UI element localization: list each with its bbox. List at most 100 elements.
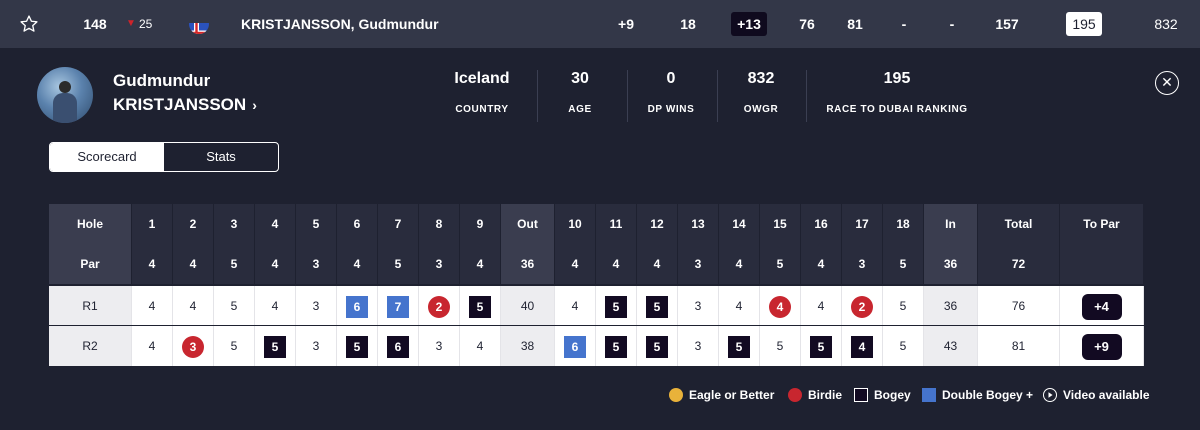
hole-score: 5 bbox=[596, 286, 637, 326]
to-par: +9 bbox=[618, 16, 634, 32]
hole-score: 4 bbox=[255, 286, 296, 326]
stat-age: 30 AGE bbox=[556, 70, 604, 115]
tab-stats[interactable]: Stats bbox=[206, 149, 236, 164]
divider bbox=[806, 70, 807, 122]
round-row-r2: R2 4 3 5 5 3 5 6 3 4 38 6 5 5 3 5 5 5 4 5 43 81 +9 bbox=[49, 325, 1149, 366]
total-score: 157 bbox=[995, 16, 1019, 32]
divider bbox=[717, 70, 718, 122]
hole-number: 2 bbox=[173, 204, 214, 244]
hole-number: 13 bbox=[678, 204, 719, 244]
close-icon[interactable]: ✕ bbox=[1155, 71, 1179, 95]
hole-score: 4 bbox=[719, 286, 760, 326]
today-score: +13 bbox=[731, 12, 767, 36]
stat-value: 832 bbox=[747, 70, 775, 87]
legend-label: Double Bogey + bbox=[942, 388, 1034, 402]
hole-score: 5 bbox=[719, 326, 760, 366]
hole-score: 5 bbox=[637, 286, 678, 326]
hole-score: 5 bbox=[801, 326, 842, 366]
legend-eagle: Eagle or Better bbox=[669, 387, 779, 403]
hole-score: 5 bbox=[214, 286, 255, 326]
hole-score: 4 bbox=[173, 286, 214, 326]
leaderboard-row[interactable]: 148 ▼ 25 KRISTJANSSON, Gudmundur +9 18 +… bbox=[0, 0, 1200, 48]
favorite-star-icon[interactable] bbox=[18, 0, 40, 48]
bogey-marker: 5 bbox=[810, 335, 832, 358]
divider bbox=[627, 70, 628, 122]
hole-score: 3 bbox=[678, 286, 719, 326]
bogey-marker: 6 bbox=[387, 335, 409, 358]
round-2-score: 81 bbox=[847, 16, 863, 32]
hole-label: Hole bbox=[49, 204, 132, 244]
hole-number: 18 bbox=[883, 204, 924, 244]
iceland-flag-icon bbox=[189, 14, 209, 34]
hole-score: 4 bbox=[555, 286, 596, 326]
hole-number: To Par bbox=[1060, 204, 1144, 244]
stat-value: Iceland bbox=[454, 70, 510, 87]
legend-label: Birdie bbox=[808, 388, 843, 402]
player-name[interactable]: KRISTJANSSON, Gudmundur bbox=[241, 16, 439, 32]
par-value: 4 bbox=[637, 244, 678, 284]
par-value: 4 bbox=[555, 244, 596, 284]
legend-bogey: Bogey bbox=[854, 387, 914, 403]
hole-score: 4 bbox=[132, 286, 173, 326]
round-label: R2 bbox=[49, 326, 132, 366]
hole-score: 3 bbox=[296, 326, 337, 366]
hole-score: 3 bbox=[173, 326, 214, 366]
hole-score: 2 bbox=[419, 286, 460, 326]
hole-score: 4 bbox=[460, 326, 501, 366]
hole-score: 3 bbox=[678, 326, 719, 366]
stat-label: DP WINS bbox=[647, 104, 695, 115]
hole-score: +9 bbox=[1060, 326, 1144, 366]
hole-score: 3 bbox=[296, 286, 337, 326]
hole-score: 3 bbox=[419, 326, 460, 366]
round-3-score: - bbox=[901, 16, 907, 32]
owgr: 832 bbox=[1154, 16, 1178, 32]
bogey-marker: 5 bbox=[346, 335, 368, 358]
double-bogey-swatch-icon bbox=[922, 388, 936, 402]
round-label: R1 bbox=[49, 286, 132, 326]
hole-score: 81 bbox=[978, 326, 1060, 366]
hole-score: 4 bbox=[132, 326, 173, 366]
player-profile-link[interactable]: KRISTJANSSON › bbox=[113, 95, 257, 115]
hole-score: 5 bbox=[337, 326, 378, 366]
thru: 18 bbox=[680, 16, 696, 32]
hole-number: Total bbox=[978, 204, 1060, 244]
round-1-score: 76 bbox=[799, 16, 815, 32]
tab-scorecard[interactable]: Scorecard bbox=[50, 143, 164, 171]
stat-country: Iceland COUNTRY bbox=[443, 70, 521, 115]
par-value: 4 bbox=[255, 244, 296, 284]
bogey-swatch-icon bbox=[854, 388, 868, 402]
hole-score: 5 bbox=[760, 326, 801, 366]
hole-number: 9 bbox=[460, 204, 501, 244]
hole-score: 6 bbox=[378, 326, 419, 366]
hole-number: 12 bbox=[637, 204, 678, 244]
hole-score: +4 bbox=[1060, 286, 1144, 326]
legend-video: Video available bbox=[1043, 387, 1151, 403]
bogey-marker: 5 bbox=[605, 295, 627, 318]
hole-score: 5 bbox=[883, 326, 924, 366]
par-value: 4 bbox=[132, 244, 173, 284]
stat-dp-wins: 0 DP WINS bbox=[641, 70, 701, 115]
hole-number: 10 bbox=[555, 204, 596, 244]
position: 148 bbox=[83, 16, 107, 32]
play-circle-icon bbox=[1043, 388, 1057, 402]
stat-value: 0 bbox=[666, 70, 676, 87]
hole-score: 4 bbox=[842, 326, 883, 366]
stat-owgr: 832 OWGR bbox=[734, 70, 788, 115]
par-value: 3 bbox=[419, 244, 460, 284]
view-toggle: Scorecard Stats bbox=[49, 142, 279, 172]
round-4-score: - bbox=[949, 16, 955, 32]
hole-number: 6 bbox=[337, 204, 378, 244]
hole-score: 5 bbox=[214, 326, 255, 366]
stat-race-to-dubai: 195 RACE TO DUBAI RANKING bbox=[822, 70, 972, 115]
hole-number: 8 bbox=[419, 204, 460, 244]
par-value: 4 bbox=[801, 244, 842, 284]
birdie-marker: 4 bbox=[769, 295, 791, 318]
bogey-marker: 5 bbox=[646, 335, 668, 358]
par-value: 72 bbox=[978, 244, 1060, 284]
hole-number: 5 bbox=[296, 204, 337, 244]
divider bbox=[537, 70, 538, 122]
player-avatar bbox=[37, 67, 93, 123]
eagle-swatch-icon bbox=[669, 388, 683, 402]
bogey-marker: 5 bbox=[469, 295, 491, 318]
hole-score: 38 bbox=[501, 326, 555, 366]
